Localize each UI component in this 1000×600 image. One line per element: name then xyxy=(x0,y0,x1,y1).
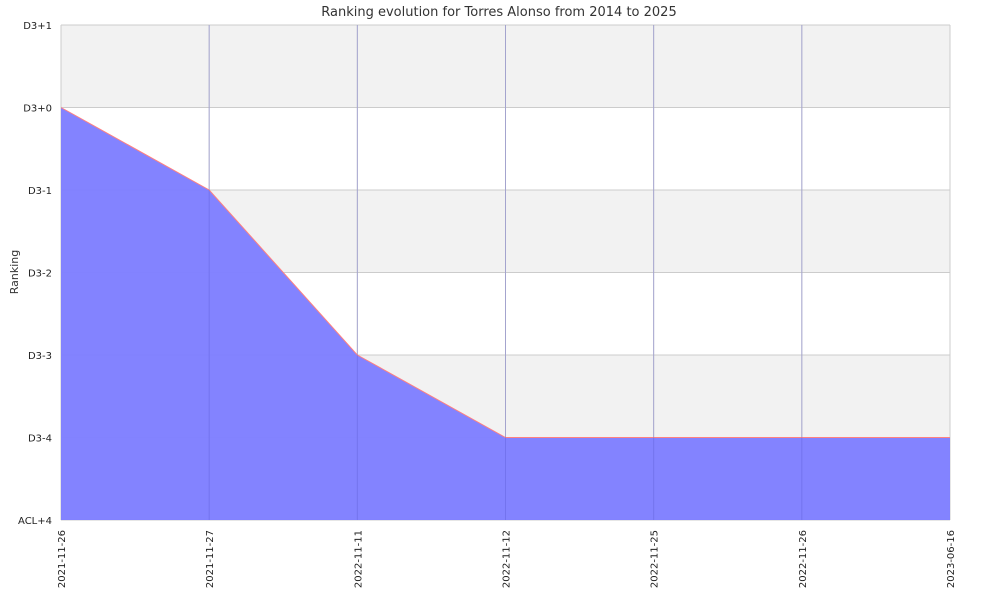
x-tick-label: 2022-11-26 xyxy=(798,530,809,588)
series-area-fill xyxy=(61,107,950,520)
y-tick-label: D3+0 xyxy=(23,104,52,115)
x-tick-label: 2021-11-27 xyxy=(205,530,216,588)
y-tick-label: D3-1 xyxy=(28,186,52,197)
y-tick-label: D3-2 xyxy=(28,269,52,280)
y-tick-label: D3-3 xyxy=(28,351,52,362)
series-line xyxy=(60,107,950,438)
y-tick-label: D3-4 xyxy=(28,434,52,445)
series-area xyxy=(60,25,950,520)
y-tick-label: ACL+4 xyxy=(18,516,52,527)
x-tick-label: 2021-11-26 xyxy=(57,530,68,588)
x-tick-label: 2022-11-12 xyxy=(502,530,513,588)
x-tick-label: 2022-11-11 xyxy=(353,530,364,588)
x-tick-label: 2022-11-25 xyxy=(650,530,661,588)
y-tick-labels: ACL+4 D3-4 D3-3 D3-2 D3-1 D3+0 D3+1 xyxy=(18,21,52,527)
y-tick-label: D3+1 xyxy=(23,21,52,32)
chart-title: Ranking evolution for Torres Alonso from… xyxy=(321,5,676,20)
x-tick-label: 2023-06-16 xyxy=(946,530,957,588)
y-axis-label: Ranking xyxy=(8,250,21,295)
x-tick-labels: 2021-11-26 2021-11-27 2022-11-11 2022-11-12… xyxy=(57,530,957,588)
